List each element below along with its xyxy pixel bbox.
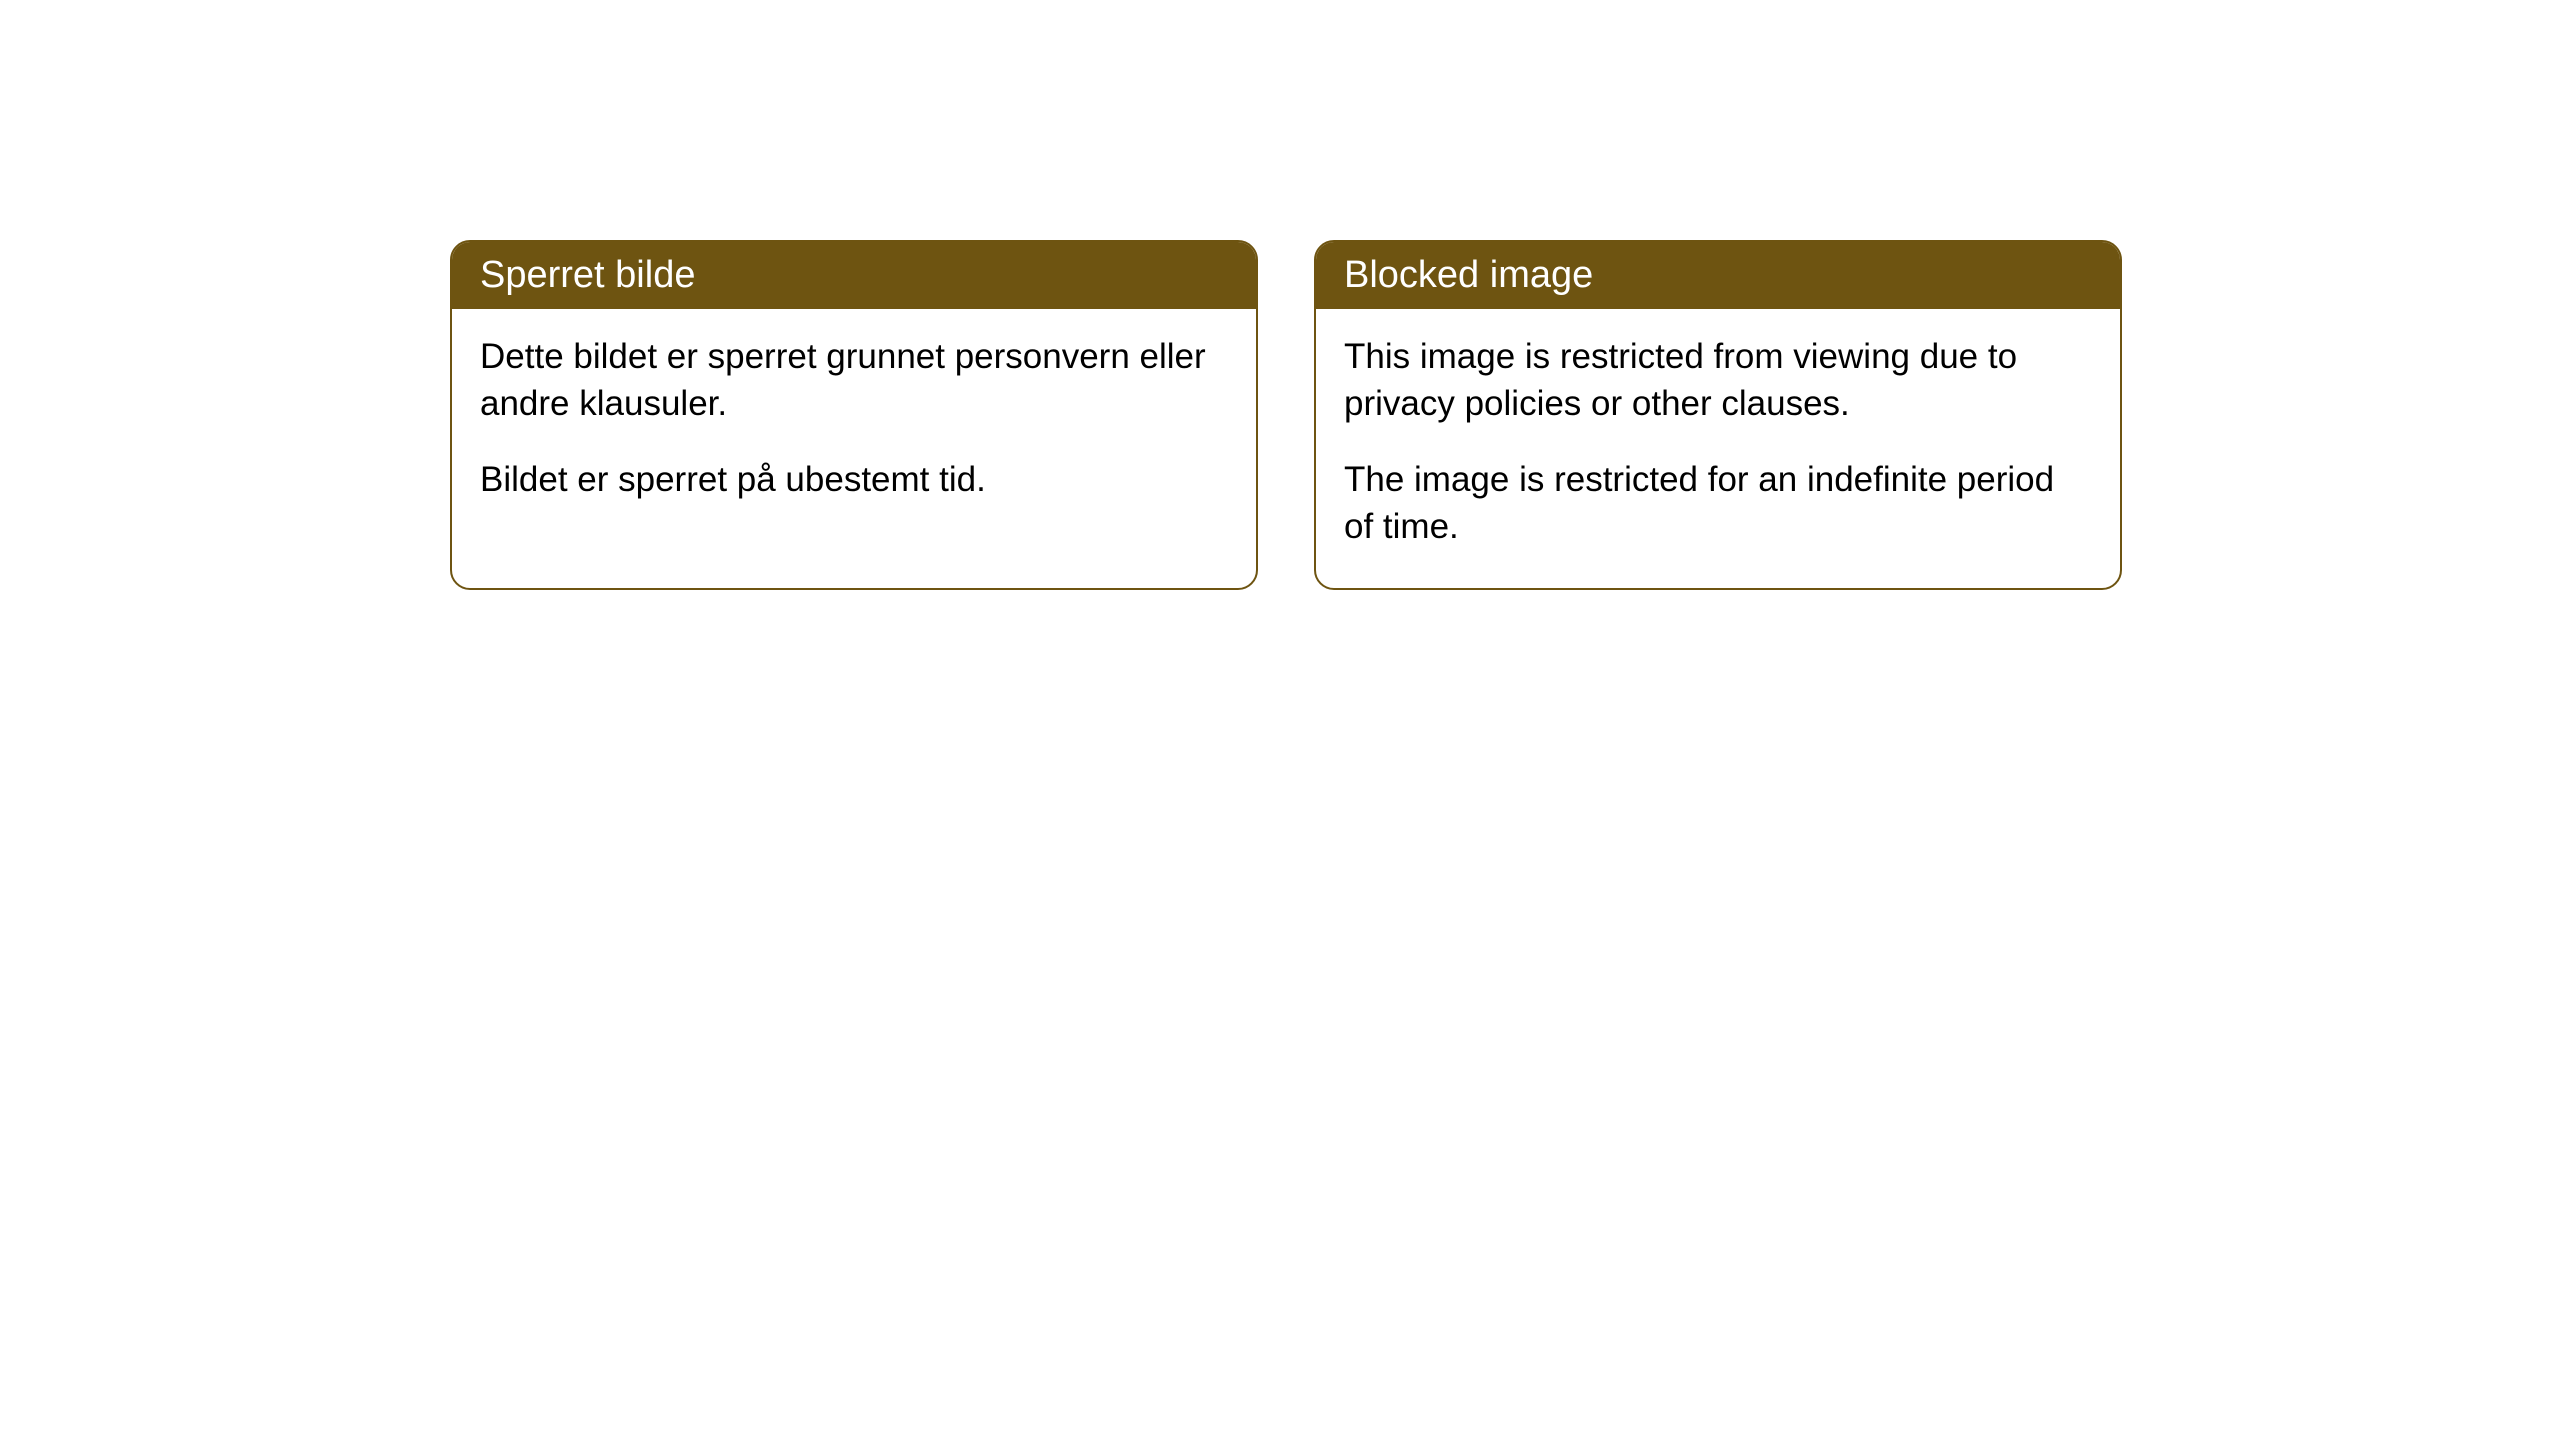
notice-card-norwegian: Sperret bilde Dette bildet er sperret gr… [450, 240, 1258, 590]
notice-paragraph: The image is restricted for an indefinit… [1344, 456, 2092, 551]
notice-paragraph: Dette bildet er sperret grunnet personve… [480, 333, 1228, 428]
notice-container: Sperret bilde Dette bildet er sperret gr… [450, 240, 2122, 590]
notice-paragraph: Bildet er sperret på ubestemt tid. [480, 456, 1228, 503]
notice-header-norwegian: Sperret bilde [452, 242, 1256, 309]
notice-paragraph: This image is restricted from viewing du… [1344, 333, 2092, 428]
notice-body-english: This image is restricted from viewing du… [1316, 309, 2120, 588]
notice-card-english: Blocked image This image is restricted f… [1314, 240, 2122, 590]
notice-title: Sperret bilde [480, 254, 695, 296]
notice-body-norwegian: Dette bildet er sperret grunnet personve… [452, 309, 1256, 541]
notice-title: Blocked image [1344, 254, 1593, 296]
notice-header-english: Blocked image [1316, 242, 2120, 309]
